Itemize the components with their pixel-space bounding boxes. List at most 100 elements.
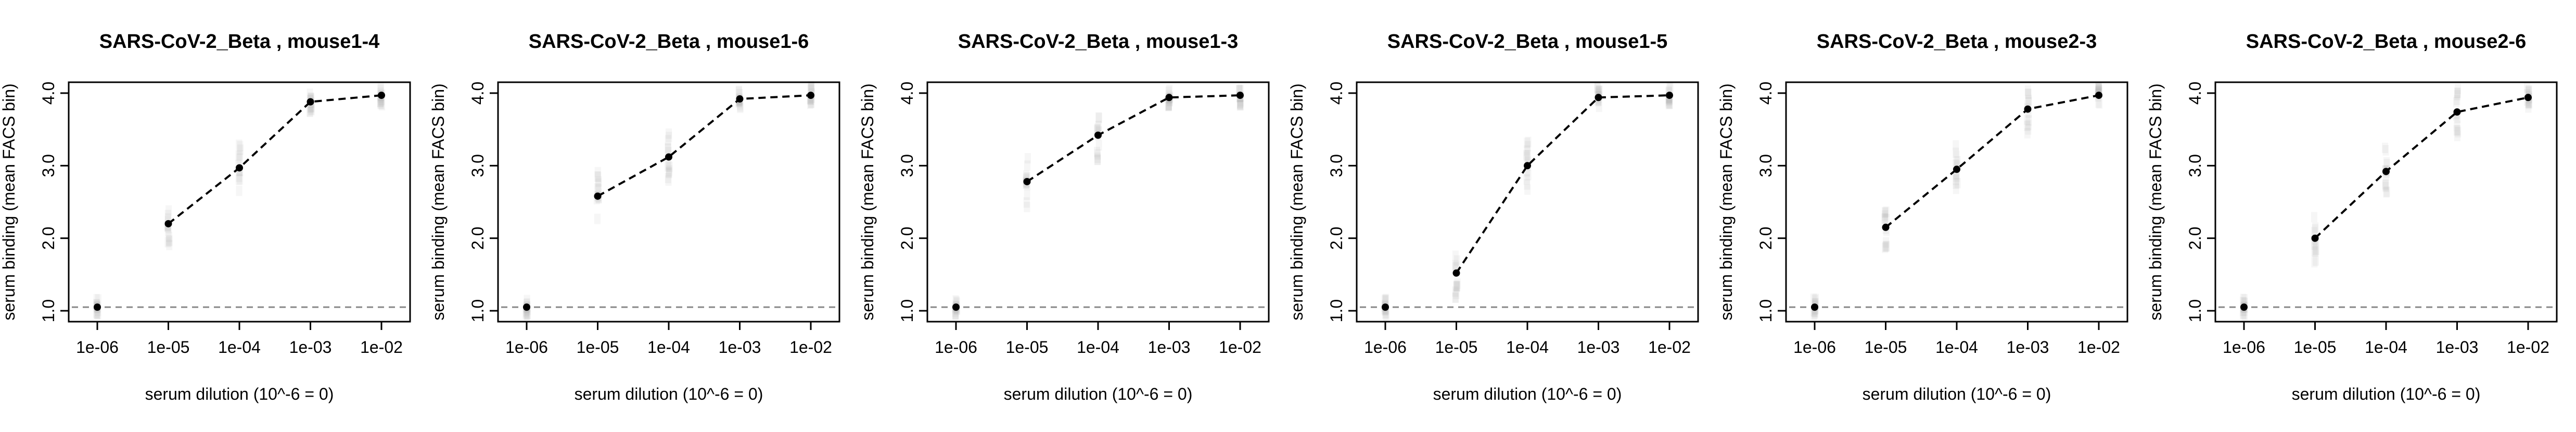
- chart-title: SARS-CoV-2_Beta , mouse1-5: [1387, 31, 1668, 53]
- distribution-mark: [522, 309, 529, 320]
- distribution-mark: [2240, 308, 2247, 319]
- distribution-mark: [1524, 184, 1531, 195]
- distribution-mark: [2095, 81, 2102, 92]
- distribution-mark: [1883, 213, 1890, 224]
- x-axis-label: serum dilution (10^-6 = 0): [575, 385, 763, 403]
- distribution-mark: [2455, 126, 2462, 137]
- x-axis-label: serum dilution (10^-6 = 0): [145, 385, 334, 403]
- distribution-mark: [164, 226, 171, 237]
- y-tick-label: 4.0: [898, 82, 916, 105]
- distribution-mark: [2526, 86, 2532, 97]
- y-tick-label: 1.0: [898, 299, 916, 322]
- distribution-mark: [1953, 174, 1959, 185]
- distribution-mark: [1165, 99, 1172, 110]
- distribution-mark: [2024, 85, 2031, 96]
- distribution-mark: [1666, 98, 1673, 109]
- distribution-mark: [1094, 147, 1101, 158]
- y-tick-label: 4.0: [1327, 82, 1346, 105]
- distribution-mark: [1165, 100, 1172, 111]
- distribution-mark: [2313, 244, 2319, 255]
- distribution-mark: [95, 309, 101, 320]
- y-tick-label: 2.0: [468, 226, 487, 249]
- distribution-mark: [1666, 82, 1673, 93]
- x-tick-label: 1e-02: [1648, 338, 1691, 357]
- distribution-mark: [2312, 224, 2318, 235]
- x-axis-label: serum dilution (10^-6 = 0): [1004, 385, 1193, 403]
- distribution-mark: [524, 308, 531, 319]
- x-tick-label: 1e-04: [647, 338, 690, 357]
- distribution-mark: [1236, 98, 1243, 109]
- distribution-mark: [1094, 154, 1101, 165]
- data-point: [2453, 108, 2461, 116]
- distribution-mark: [1524, 151, 1531, 162]
- chart-title: SARS-CoV-2_Beta , mouse2-3: [1817, 31, 2097, 53]
- y-tick-label: 4.0: [1756, 82, 1775, 105]
- distribution-mark: [235, 174, 242, 185]
- distribution-mark: [1882, 207, 1889, 218]
- data-point: [952, 303, 960, 311]
- x-tick-label: 1e-03: [1577, 338, 1620, 357]
- distribution-mark: [1881, 213, 1888, 224]
- distribution-mark: [2241, 310, 2248, 321]
- distribution-mark: [594, 213, 601, 224]
- x-tick-label: 1e-04: [1506, 338, 1549, 357]
- distribution-mark: [1165, 100, 1172, 111]
- distribution-mark: [1383, 294, 1389, 304]
- distribution-mark: [307, 106, 313, 117]
- distribution-mark: [524, 309, 531, 320]
- distribution-mark: [1882, 210, 1889, 221]
- distribution-mark: [236, 171, 243, 182]
- x-tick-label: 1e-05: [577, 338, 619, 357]
- distribution-mark: [235, 150, 242, 161]
- distribution-mark: [1095, 112, 1102, 123]
- data-point: [807, 92, 814, 99]
- distribution-mark: [2382, 180, 2389, 191]
- distribution-mark: [1883, 206, 1890, 217]
- distribution-mark: [2526, 85, 2532, 96]
- x-axis-label: serum dilution (10^-6 = 0): [2292, 385, 2481, 403]
- distribution-mark: [2383, 159, 2390, 170]
- x-tick-label: 1e-04: [1935, 338, 1978, 357]
- distribution-mark: [2311, 239, 2318, 250]
- distribution-mark: [2454, 87, 2460, 98]
- distribution-mark: [237, 144, 244, 155]
- chart-title: SARS-CoV-2_Beta , mouse2-6: [2246, 31, 2527, 53]
- distribution-mark: [1236, 98, 1243, 109]
- x-axis-label: serum dilution (10^-6 = 0): [1863, 385, 2051, 403]
- distribution-mark: [808, 81, 814, 92]
- distribution-mark: [595, 178, 602, 189]
- distribution-mark: [665, 175, 672, 186]
- distribution-mark: [2454, 120, 2460, 131]
- x-tick-label: 1e-02: [1219, 338, 1261, 357]
- distribution-mark: [1452, 260, 1459, 271]
- distribution-mark: [377, 97, 384, 108]
- distribution-mark: [2453, 97, 2459, 108]
- y-axis-label: serum binding (mean FACS bin): [0, 83, 18, 320]
- distribution-mark: [1094, 123, 1101, 134]
- distribution-mark: [1238, 99, 1244, 110]
- distribution-mark: [2025, 124, 2032, 135]
- distribution-mark: [665, 159, 672, 170]
- x-tick-label: 1e-06: [505, 338, 548, 357]
- distribution-mark: [2313, 244, 2319, 255]
- distribution-mark: [1883, 241, 1890, 252]
- distribution-mark: [2454, 90, 2460, 100]
- distribution-mark: [1596, 86, 1602, 97]
- distribution-mark: [595, 184, 602, 195]
- distribution-mark: [1236, 99, 1243, 110]
- distribution-mark: [1452, 286, 1459, 297]
- distribution-mark: [166, 239, 173, 250]
- data-point: [1382, 303, 1389, 311]
- distribution-mark: [666, 165, 672, 176]
- series-line: [1455, 94, 1670, 274]
- distribution-mark: [2454, 125, 2461, 136]
- distribution-mark: [1596, 85, 1602, 96]
- distribution-mark: [1023, 197, 1030, 208]
- plot-frame: [68, 81, 411, 323]
- y-tick-label: 1.0: [468, 299, 487, 322]
- distribution-mark: [1094, 149, 1101, 160]
- distribution-mark: [2025, 120, 2032, 131]
- x-tick-label: 1e-04: [1077, 338, 1119, 357]
- x-tick-label: 1e-05: [147, 338, 190, 357]
- distribution-mark: [952, 295, 959, 306]
